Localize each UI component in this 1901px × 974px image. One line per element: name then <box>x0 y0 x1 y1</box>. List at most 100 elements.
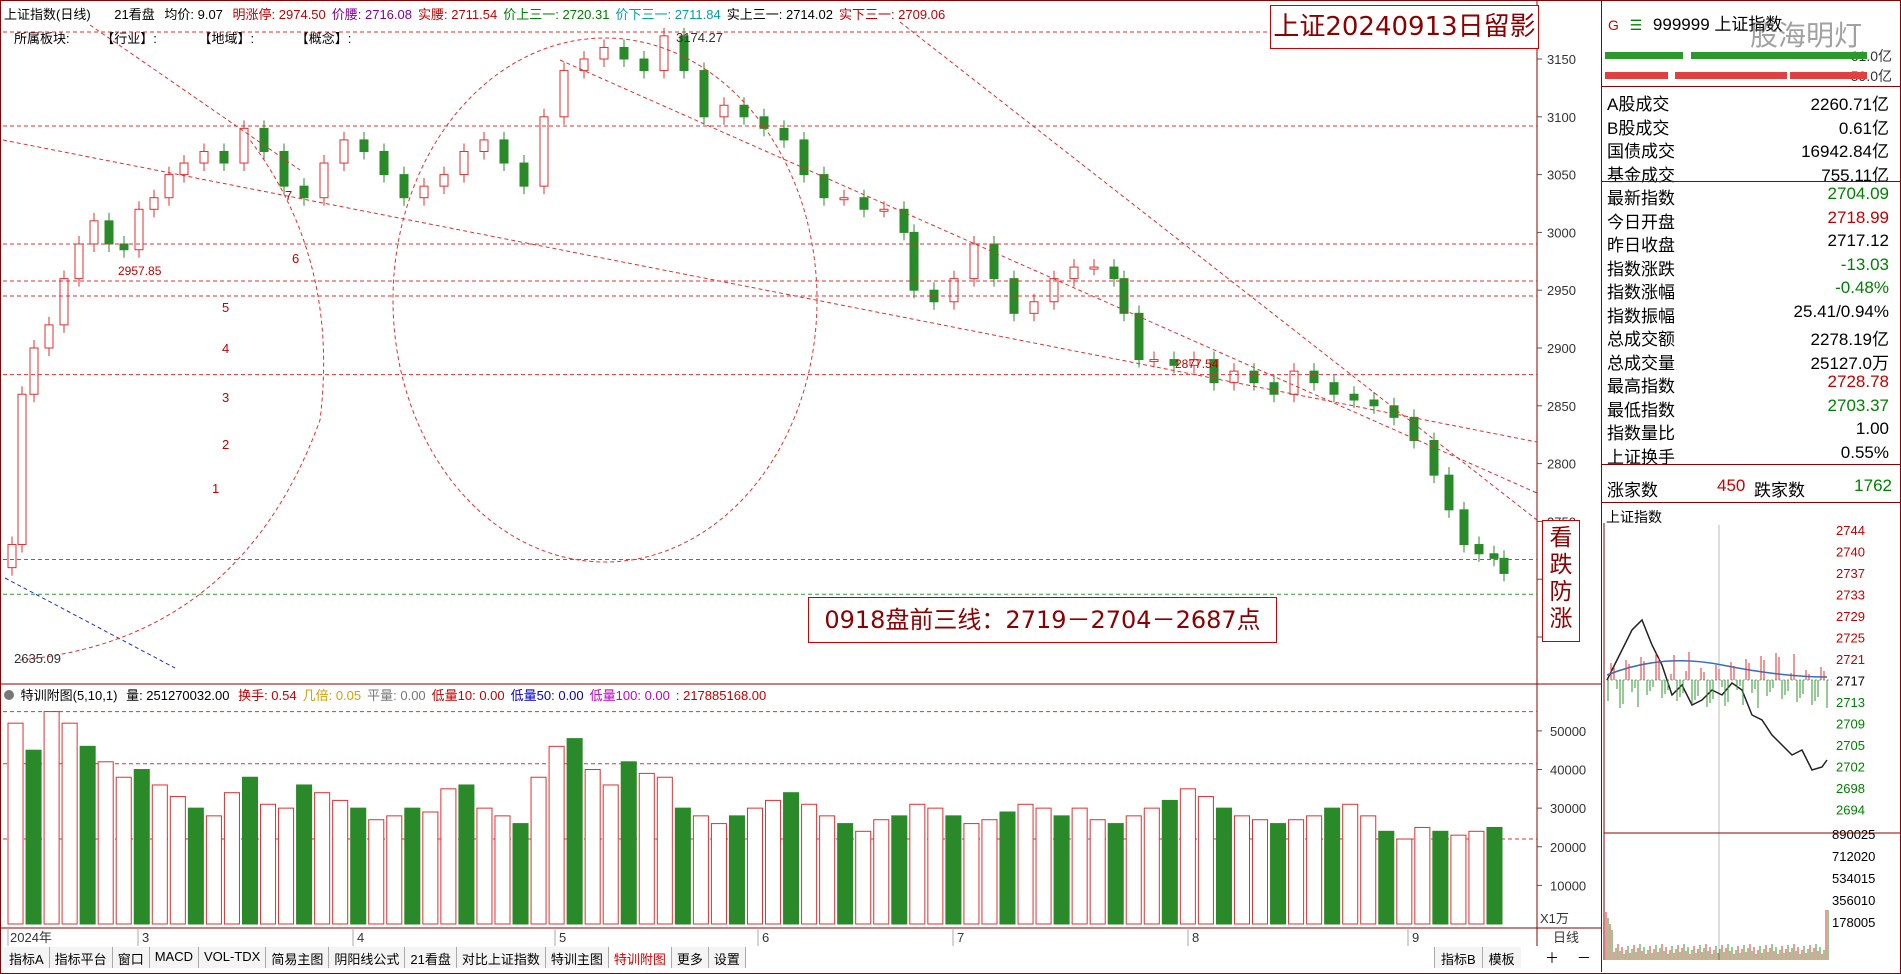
stat-value: 2260.71亿 <box>1810 95 1889 114</box>
tab-9[interactable]: 对比上证指数 <box>456 947 546 968</box>
intraday-tick-2740: 2740 <box>1836 545 1865 560</box>
tab-5[interactable]: VOL-TDX <box>198 947 267 968</box>
candle-body <box>29 347 39 395</box>
candle-body <box>119 243 129 251</box>
tab-10[interactable]: 特训主图 <box>545 947 609 968</box>
chart-info-bar: 上证指数(日线) 21看盘 均价: 9.07 明涨停: 2974.50 价腰: 2… <box>4 4 957 22</box>
volume-indicator-6: 低量100: 0.00 <box>589 688 670 703</box>
kline-chart[interactable]: 3150310030503000295029002850280027502700… <box>0 0 1601 974</box>
settings-icon[interactable] <box>4 690 14 700</box>
volume-bar <box>25 749 42 925</box>
volume-bars[interactable] <box>7 711 1503 925</box>
candle-body <box>419 185 429 199</box>
candle-body <box>7 544 17 569</box>
intraday-tick-2729: 2729 <box>1836 609 1865 624</box>
candle-body <box>739 104 749 118</box>
price-tick-3100: 3100 <box>1547 110 1576 125</box>
volume-bar <box>43 711 60 925</box>
candlesticks[interactable] <box>7 27 1509 582</box>
candle-body <box>44 324 54 349</box>
stat-label: 指数量比 <box>1607 424 1675 443</box>
tab-11[interactable]: 特训附图 <box>608 947 672 968</box>
stat-row: A股成交 2260.71亿 <box>1602 89 1897 114</box>
tab-3[interactable]: 窗口 <box>112 947 150 968</box>
stat-value: 0.61亿 <box>1838 118 1889 138</box>
candle-body <box>279 150 289 187</box>
volume-bar <box>422 811 439 925</box>
wave-number-6: 6 <box>292 251 299 266</box>
period-label[interactable]: 日线 <box>1553 930 1579 945</box>
stat-value: 25127.0万 <box>1810 353 1889 373</box>
tab-1[interactable]: 指标A <box>4 947 50 968</box>
volume-axis: 50000 40000 30000 20000 10000 <box>1537 724 1586 893</box>
stat-value: 16942.84亿 <box>1801 142 1889 161</box>
volume-bar <box>440 788 457 925</box>
wave-numbers: 1 2 3 4 5 6 7 <box>212 188 299 496</box>
candle-body <box>339 139 349 164</box>
volume-bar <box>314 792 331 925</box>
volume-bar <box>1161 799 1178 925</box>
right-tab-bar: 指标B 模板 <box>1434 947 1521 968</box>
g-icon[interactable]: G <box>1608 17 1619 33</box>
volume-bar <box>1414 826 1431 925</box>
stat-row: 上证换手 0.55% <box>1602 442 1897 467</box>
zoom-out-button[interactable]: － <box>1576 950 1591 966</box>
candle-body <box>199 150 209 164</box>
price-tick-3150: 3150 <box>1547 52 1576 67</box>
candle-body <box>379 150 389 176</box>
volume-bar <box>386 815 403 925</box>
zoom-in-button[interactable]: ＋ <box>1545 950 1559 966</box>
candle-body <box>164 174 174 199</box>
tab-2[interactable]: 指标平台 <box>49 947 113 968</box>
candle-body <box>1499 557 1509 574</box>
indicator-line-3: 实腰: 2711.54 <box>417 7 498 22</box>
concept-link[interactable]: 【概念】: <box>295 31 352 46</box>
index-name[interactable]: 上证指数(日线) <box>4 7 91 22</box>
intraday-vol-tick-356010: 356010 <box>1832 893 1875 908</box>
volume-title[interactable]: 特训附图(5,10,1) <box>20 688 118 703</box>
volume-indicators: 换手: 0.54 几倍: 0.05 平量: 0.00 低量10: 0.00 低量50: … <box>238 688 772 703</box>
menu-icon[interactable]: ☰ <box>1629 17 1643 33</box>
right-tab-2[interactable]: 模板 <box>1481 947 1521 968</box>
stat-label: B股成交 <box>1607 118 1670 138</box>
view-mode-label[interactable]: 21看盘 <box>114 7 155 22</box>
volume-bar <box>1468 830 1485 925</box>
wave-number-4: 4 <box>222 341 229 356</box>
indicator-lines: 明涨停: 2974.50 价腰: 2716.08 实腰: 2711.54 价上三一: … <box>233 7 952 22</box>
tab-8[interactable]: 21看盘 <box>405 947 457 968</box>
tab-6[interactable]: 简易主图 <box>266 947 330 968</box>
right-tab-1[interactable]: 指标B <box>1434 947 1482 968</box>
volume-bar <box>674 807 691 925</box>
tab-13[interactable]: 设置 <box>708 947 746 968</box>
candle-body <box>899 208 909 233</box>
candle-body <box>179 162 189 176</box>
candle-body <box>679 35 689 72</box>
candle-body <box>799 139 809 176</box>
candle-body <box>719 104 729 118</box>
volume-bar <box>819 815 836 925</box>
candle-body <box>1349 393 1359 401</box>
quote-panel: G ☰ 999999 上证指数 股海明灯 61.0亿 59.0亿 A股成交 226… <box>1601 0 1900 972</box>
tab-7[interactable]: 阴阳线公式 <box>329 947 406 968</box>
tab-4[interactable]: MACD <box>149 947 199 968</box>
candle-body <box>1229 370 1239 384</box>
intraday-vol-tick-534015: 534015 <box>1832 871 1875 886</box>
stat-value: 0.55% <box>1840 442 1889 462</box>
volume-bar <box>115 776 132 925</box>
candle-body <box>134 208 144 251</box>
region-link[interactable]: 【地域】: <box>198 31 255 46</box>
candle-body <box>399 174 409 199</box>
intraday-chart[interactable]: 2744 2740 2737 2733 2729 2725 2721 2717 2713 2709… <box>1602 505 1900 965</box>
indicator-line-6: 实上三一: 2714.02 <box>726 7 833 22</box>
volume-bar <box>963 823 980 925</box>
outlook-box: 看 跌 防 涨 <box>1542 520 1580 642</box>
volume-bar <box>981 819 998 925</box>
candle-body <box>1189 359 1199 366</box>
candle-body <box>819 174 829 199</box>
date-label-2: 3 <box>142 930 149 945</box>
intraday-tick-2709: 2709 <box>1836 717 1865 732</box>
candle-body <box>439 174 449 187</box>
volume-indicator-4: 低量10: 0.00 <box>431 688 505 703</box>
tab-12[interactable]: 更多 <box>671 947 709 968</box>
volume-bar <box>278 807 295 925</box>
